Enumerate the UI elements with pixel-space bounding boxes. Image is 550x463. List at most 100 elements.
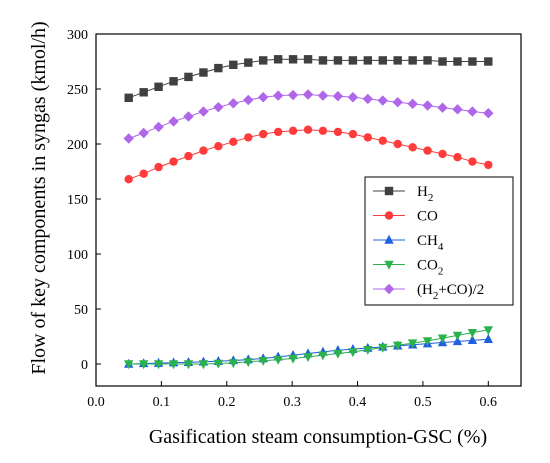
series-1-point xyxy=(288,126,298,135)
y-tick-label: 150 xyxy=(67,193,88,208)
series-0-point xyxy=(303,55,313,64)
series-0-point xyxy=(124,93,133,102)
series-0-point xyxy=(438,57,447,66)
series-3-point xyxy=(138,360,149,370)
series-0-point xyxy=(484,57,493,66)
series-0 xyxy=(124,55,493,102)
series-4-point xyxy=(183,111,194,122)
series-1-point xyxy=(258,129,268,139)
series-0-point xyxy=(333,56,343,65)
legend-label: (H2+CO)/2 xyxy=(417,282,484,302)
series-3-point xyxy=(378,343,388,353)
x-tick-label: 0.5 xyxy=(414,395,432,410)
legend-label: CH4 xyxy=(417,233,444,253)
y-tick-label: 200 xyxy=(67,138,88,153)
series-3-point xyxy=(183,360,194,370)
series-4-point xyxy=(437,102,448,113)
x-tick-label: 0.1 xyxy=(153,395,171,410)
legend-label: CO xyxy=(417,209,438,225)
series-4-point xyxy=(377,95,388,106)
series-0-point xyxy=(229,60,238,69)
x-tick-label: 0.4 xyxy=(349,395,367,410)
series-4-point xyxy=(138,127,149,139)
series-4-point xyxy=(467,106,478,117)
series-4-point xyxy=(332,90,344,102)
series-1-point xyxy=(273,127,283,137)
series-0-point xyxy=(199,68,208,77)
series-1-point xyxy=(154,162,163,172)
series-2-point xyxy=(452,336,463,346)
series-3-point xyxy=(452,331,463,341)
series-4-point xyxy=(168,116,179,127)
series-3-point xyxy=(467,328,478,338)
series-1-point xyxy=(348,129,358,139)
legend-0-point xyxy=(384,186,394,196)
series-0-point xyxy=(468,57,477,66)
series-4-point xyxy=(407,98,418,110)
series-3-point xyxy=(228,359,239,369)
series-4-point xyxy=(483,108,494,119)
y-axis-title: Flow of key components in syngas (kmol/h… xyxy=(28,21,50,374)
legend-entry: (H2+CO)/2 xyxy=(373,282,484,302)
legend-entry: CO2 xyxy=(373,258,443,278)
series-4-point xyxy=(198,106,209,117)
series-0-point xyxy=(169,77,178,86)
series-4-point xyxy=(347,92,359,103)
series-2-point xyxy=(467,335,478,345)
series-1-line xyxy=(128,129,489,180)
series-1-point xyxy=(363,133,373,142)
series-4-point xyxy=(422,100,433,111)
series-4-point xyxy=(362,93,374,105)
series-3-point xyxy=(288,354,298,364)
series-1-point xyxy=(318,126,328,135)
y-tick-label: 50 xyxy=(74,303,88,318)
series-2-point xyxy=(483,334,494,343)
x-tick-label: 0.3 xyxy=(283,395,301,410)
series-1-point xyxy=(393,139,402,149)
series-4-point xyxy=(243,94,254,106)
series-3-point xyxy=(303,353,313,363)
legend-2-point xyxy=(384,234,394,244)
y-tick-label: 0 xyxy=(81,358,88,373)
series-1-point xyxy=(169,157,178,166)
series-3-point xyxy=(483,326,494,336)
legend: H2 CO CH4 CO2 (H2+CO)/2 xyxy=(364,176,514,306)
x-tick-label: 0.2 xyxy=(218,395,236,410)
series-3 xyxy=(123,326,494,370)
x-tick-label: 0.0 xyxy=(87,395,105,410)
series-1-point xyxy=(333,127,343,137)
series-3-point xyxy=(363,346,373,355)
series-4-point xyxy=(228,98,239,109)
series-1-point xyxy=(214,142,223,151)
series-0-point xyxy=(244,58,253,67)
series-3-point xyxy=(258,357,268,366)
series-4-point xyxy=(213,101,224,113)
y-tick-label: 300 xyxy=(67,28,88,43)
legend-entry: CH4 xyxy=(373,233,444,253)
series-4-point xyxy=(302,89,314,100)
series-3-point xyxy=(437,334,448,344)
series-3-point xyxy=(333,349,343,359)
series-3-point xyxy=(213,359,224,369)
series-1-point xyxy=(484,160,493,170)
series-1-point xyxy=(199,146,208,155)
series-1-point xyxy=(244,133,253,142)
series-1-point xyxy=(438,149,447,159)
series-3-point xyxy=(153,360,164,370)
y-tick-label: 100 xyxy=(67,248,88,263)
series-0-point xyxy=(214,63,223,73)
series-3-point xyxy=(422,337,433,347)
series-1-point xyxy=(124,175,133,184)
series-1-point xyxy=(229,137,238,146)
series-1 xyxy=(124,125,493,184)
series-0-point xyxy=(318,56,328,65)
series-1-point xyxy=(468,157,477,166)
x-axis-title: Gasification steam consumption-GSC (%) xyxy=(149,426,487,448)
series-0-point xyxy=(423,56,432,65)
legend-4-point xyxy=(383,283,395,295)
series-4-point xyxy=(272,90,284,101)
series-4-point xyxy=(452,104,463,115)
x-tick-label: 0.6 xyxy=(480,395,498,410)
